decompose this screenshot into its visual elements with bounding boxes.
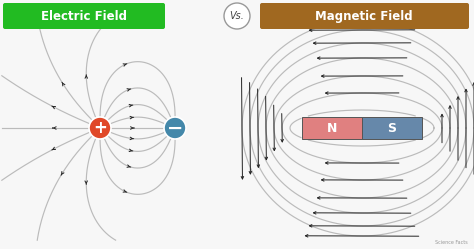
Text: Science Facts: Science Facts — [435, 240, 468, 245]
Text: S: S — [388, 122, 396, 134]
Bar — [362, 117, 422, 139]
Circle shape — [164, 117, 186, 139]
Text: Magnetic Field: Magnetic Field — [315, 9, 413, 22]
Bar — [302, 117, 362, 139]
FancyBboxPatch shape — [3, 3, 165, 29]
Text: N: N — [327, 122, 337, 134]
Text: −: − — [167, 119, 183, 138]
Circle shape — [224, 3, 250, 29]
FancyBboxPatch shape — [260, 3, 469, 29]
Text: +: + — [93, 119, 107, 137]
Text: Vs.: Vs. — [229, 11, 245, 21]
Text: Electric Field: Electric Field — [41, 9, 127, 22]
Circle shape — [89, 117, 111, 139]
